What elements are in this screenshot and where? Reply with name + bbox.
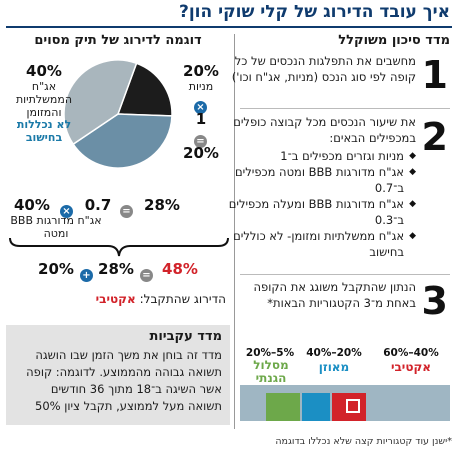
stocks-result: 20% [183, 144, 219, 162]
plus-icon: + [80, 263, 93, 282]
stocks-percent: 20% [183, 62, 219, 80]
stocks-multiplier: 1 [195, 110, 207, 128]
asset-pie-chart [63, 59, 173, 169]
pie-slice [72, 113, 173, 169]
multiply-icon: × [194, 95, 207, 114]
bar-segment-active [332, 393, 366, 421]
list-item: אג"ח מדורגות BBB ומטה מכפילים ב־0.7 [226, 164, 416, 196]
step-number-2: 2 [421, 115, 448, 159]
multiplier-list: מניות וגזרים מכפילים ב־1 אג"ח מדורגות BB… [226, 148, 416, 260]
sum-first: 20% [38, 260, 74, 278]
multiply-icon: × [60, 199, 73, 218]
bbb-percent: 40% [14, 196, 50, 214]
title-divider [6, 26, 452, 28]
result-line: הדירוג שהתקבל: אקטיבי [30, 292, 226, 306]
gov-bonds-percent: 40% [26, 62, 62, 80]
page-title: איך עובד הדירוג של קלי שוקי הון? [178, 2, 450, 22]
gov-bonds-label: אג"ח הממשלתיות והמזומן [15, 80, 73, 119]
pie-slice [63, 59, 138, 146]
bar-segment-defensive [266, 393, 300, 421]
legend-range-active: 60%–40% [383, 347, 439, 359]
list-item: אג"ח מדורגות BBB ומעלה מכפילים ב־0.3 [226, 196, 416, 228]
bbb-label: אג"ח מדורגות BBB ומטה [10, 214, 102, 240]
consistency-text: מדד זה בוחן את משך הזמן שבו הושגה תשואה … [26, 348, 222, 413]
example-heading: דוגמה לדירוג של תיק מסוים [34, 33, 202, 48]
step-1-text: מחשבים את התפלגות הנכסים של כל קופה לפי … [231, 54, 416, 84]
step-3-text: הנתון שהתקבל משוגג את הקופה באחת מ־3 הקט… [253, 280, 416, 310]
marker-icon [346, 399, 360, 413]
legend-name-active: אקטיבי [390, 360, 432, 374]
list-item: אג"ח ממשלתיות ומזומן- לא כוללים בחישוב [226, 228, 416, 260]
risk-index-heading: מדד סיכון משוקלל [338, 33, 450, 48]
category-bar [240, 385, 450, 421]
consistency-title: מדד עקביות [149, 329, 222, 344]
legend-range-balanced: 40%–20% [306, 347, 362, 359]
sum-total: 48% [162, 260, 198, 278]
bbb-multiplier: 0.7 [84, 196, 112, 214]
equals-icon: = [194, 129, 207, 148]
step-2-text: את שיעור הנכסים מכל קבוצה כופלים במכפילי… [226, 114, 416, 260]
result-label: הדירוג שהתקבל: [139, 292, 226, 306]
step-divider [240, 108, 450, 109]
sum-brace [9, 237, 229, 257]
step-divider [240, 274, 450, 275]
legend-name-defensive: מסלול הגנתי [253, 358, 289, 385]
step-number-1: 1 [421, 53, 448, 97]
consistency-box: מדד עקביות מדד זה בוחן את משך הזמן שבו ה… [6, 325, 230, 425]
list-item: מניות וגזרים מכפילים ב־1 [226, 148, 416, 164]
bar-segment-balanced [302, 393, 330, 421]
step-2-intro: את שיעור הנכסים מכל קבוצה כופלים במכפילי… [233, 115, 416, 145]
bbb-result: 28% [144, 196, 180, 214]
gov-bonds-note: לא נכללות בחישוב [16, 118, 72, 144]
footnote: *ישנן עוד קטגוריות קצה שלא נכללו בדוגמה [275, 436, 452, 447]
result-value: אקטיבי [95, 292, 136, 306]
equals-icon: = [140, 263, 153, 282]
step-number-3: 3 [421, 279, 448, 323]
stocks-label: מניות [188, 80, 214, 93]
equals-icon: = [120, 199, 133, 218]
pie-slice [116, 62, 173, 117]
sum-second: 28% [98, 260, 134, 278]
legend-range-defensive: 20%–5% [245, 347, 295, 359]
legend-name-balanced: מאוזן [318, 360, 350, 374]
